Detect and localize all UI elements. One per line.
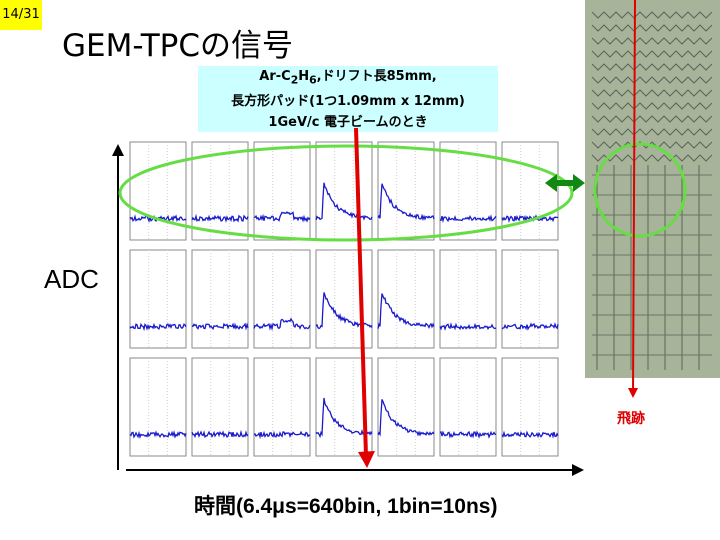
width-arrowhead-left [545, 174, 557, 192]
pad-panel [253, 249, 311, 349]
pad-zigzag-line [591, 11, 713, 19]
pad-panel [377, 249, 435, 349]
pad-panel [439, 357, 497, 457]
signal-waveform [377, 399, 435, 437]
pad-zigzag-line [591, 37, 713, 45]
signal-waveform [377, 183, 435, 222]
page-number-badge: 14/31 [0, 0, 42, 30]
track-label: 飛跡 [617, 411, 645, 427]
signal-waveform [253, 317, 311, 331]
pad-zigzag-line [591, 141, 713, 149]
pad-zigzag-line [591, 128, 713, 136]
signal-waveform [191, 322, 249, 331]
info-line-beam: 1GeV/c 電子ビームのとき [268, 114, 428, 130]
signal-waveform [501, 322, 559, 331]
pad-panel [315, 141, 373, 241]
pad-panel [501, 357, 559, 457]
signal-waveform [253, 430, 311, 440]
y-axis-arrowhead [112, 144, 124, 156]
highlight-ellipse-pads [118, 144, 574, 242]
signal-waveform [315, 182, 373, 221]
signal-waveform [129, 429, 187, 439]
pad-panel [501, 249, 559, 349]
pad-panel [129, 249, 187, 349]
pad-zigzag-line [591, 115, 713, 123]
signal-waveform [439, 322, 497, 331]
info-line-pad: 長方形パッド(1つ1.09mm x 12mm) [231, 93, 465, 109]
pad-panel [377, 141, 435, 241]
signal-waveform [501, 214, 559, 223]
pad-zigzag-line [591, 50, 713, 58]
signal-waveform [377, 293, 435, 330]
pad-panel [253, 357, 311, 457]
signal-waveform [315, 397, 373, 439]
track-arrowhead-pads [358, 451, 375, 468]
signal-waveform [439, 214, 497, 224]
pad-zigzag-line [591, 102, 713, 110]
pad-panel [439, 141, 497, 241]
signal-waveform [191, 429, 249, 439]
width-arrowhead-right [573, 174, 585, 192]
signal-waveform [191, 213, 249, 223]
signal-waveform [129, 322, 187, 332]
x-axis-arrowhead [572, 464, 584, 476]
pad-zigzag-line [591, 154, 713, 162]
signal-waveform [253, 211, 311, 223]
pad-panel [191, 249, 249, 349]
pad-panel [439, 249, 497, 349]
pad-panel [377, 357, 435, 457]
highlight-ellipse-photo [593, 142, 687, 238]
slide-title: GEM-TPCの信号 [62, 28, 293, 64]
info-line-gas: Ar-C2H6,ドリフト長85mm, [259, 69, 437, 87]
pad-panel [191, 357, 249, 457]
pad-zigzag-line [591, 24, 713, 32]
track-line-photo [632, 0, 636, 393]
pad-panel [253, 141, 311, 241]
pad-panel [129, 357, 187, 457]
signal-waveform [439, 430, 497, 439]
track-arrowhead-photo [628, 388, 638, 398]
pad-zigzag-line [591, 89, 713, 97]
pad-zigzag-line [591, 76, 713, 84]
condition-info-box: Ar-C2H6,ドリフト長85mm, 長方形パッド(1つ1.09mm x 12m… [198, 66, 498, 132]
pad-board-lines [591, 11, 713, 370]
x-axis-label: 時間(6.4μs=640bin, 1bin=10ns) [194, 495, 498, 518]
y-axis-label: ADC [44, 264, 99, 294]
track-arrow-pads [354, 127, 368, 457]
pad-zigzag-line [591, 63, 713, 71]
pad-signal-grid [129, 141, 559, 457]
signal-waveform [501, 430, 559, 439]
